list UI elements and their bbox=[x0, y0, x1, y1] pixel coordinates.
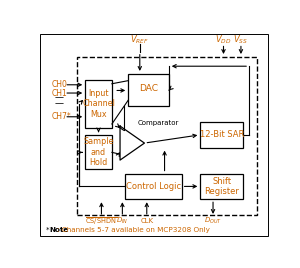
Text: $V_{DD}$: $V_{DD}$ bbox=[215, 33, 232, 46]
Text: DAC: DAC bbox=[139, 84, 158, 93]
Text: Shift
Register: Shift Register bbox=[204, 177, 239, 196]
Bar bbox=[128, 75, 169, 106]
Text: Control Logic: Control Logic bbox=[126, 182, 181, 191]
Text: —: — bbox=[55, 99, 64, 108]
Bar bbox=[85, 135, 112, 169]
Text: 12-Bit SAR: 12-Bit SAR bbox=[200, 130, 244, 139]
Text: $V_{REF}$: $V_{REF}$ bbox=[130, 33, 149, 46]
Text: —: — bbox=[55, 93, 64, 102]
Bar bbox=[200, 173, 243, 199]
Text: CH7*: CH7* bbox=[52, 112, 71, 121]
Polygon shape bbox=[120, 126, 145, 160]
Text: $D_{OUT}$: $D_{OUT}$ bbox=[204, 216, 222, 226]
Text: $V_{SS}$: $V_{SS}$ bbox=[233, 33, 248, 46]
Bar bbox=[200, 122, 243, 148]
Text: : Channels 5-7 available on MCP3208 Only: : Channels 5-7 available on MCP3208 Only bbox=[57, 227, 209, 233]
Bar bbox=[85, 80, 112, 128]
Text: CH0: CH0 bbox=[52, 80, 67, 89]
Text: *: * bbox=[46, 227, 52, 233]
Text: $D_{IN}$: $D_{IN}$ bbox=[116, 216, 128, 226]
Text: Input
Channel
Mux: Input Channel Mux bbox=[82, 89, 115, 119]
Text: $\overline{\rm CS/SHDN}$: $\overline{\rm CS/SHDN}$ bbox=[85, 215, 118, 226]
Bar bbox=[77, 57, 257, 215]
Text: Sample
and
Hold: Sample and Hold bbox=[83, 137, 114, 167]
Text: CH1: CH1 bbox=[52, 88, 67, 98]
Text: Comparator: Comparator bbox=[137, 120, 179, 126]
Text: CLK: CLK bbox=[140, 218, 153, 224]
Bar bbox=[125, 173, 182, 199]
Text: Note: Note bbox=[49, 227, 68, 233]
